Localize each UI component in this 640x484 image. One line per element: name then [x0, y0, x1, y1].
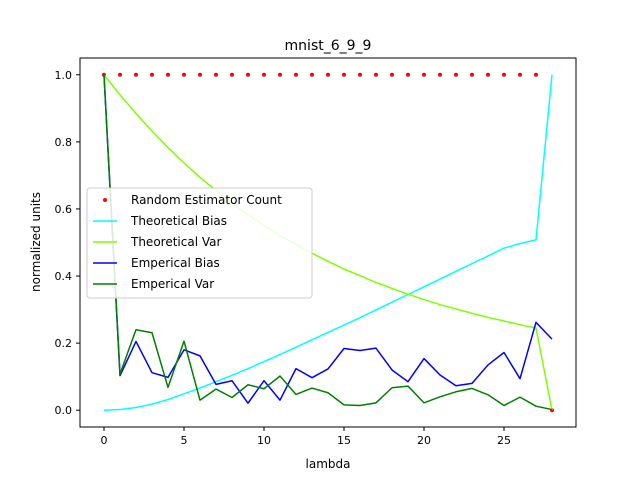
plot-area: [102, 72, 554, 413]
y-tick-label: 0.0: [55, 404, 73, 417]
random-estimator-count-point: [342, 72, 346, 77]
legend-label: Emperical Bias: [131, 256, 220, 270]
random-estimator-count-point: [230, 72, 234, 77]
y-tick-label: 0.6: [55, 203, 73, 216]
emperical-bias-line: [103, 74, 553, 404]
plot-frame: [79, 57, 577, 428]
random-estimator-count-point: [454, 72, 458, 77]
legend-box: [86, 187, 313, 299]
x-tick-label: 25: [497, 434, 511, 447]
random-estimator-count-point: [166, 72, 170, 77]
legend-label: Theoretical Bias: [130, 214, 227, 228]
y-tick-label: 0.8: [55, 136, 73, 149]
random-estimator-count-point: [150, 72, 154, 77]
theoretical-var-line: [103, 74, 553, 411]
random-estimator-count-point: [326, 72, 330, 77]
random-estimator-count-point: [486, 72, 490, 77]
y-axis-label: normalized units: [29, 192, 43, 292]
random-estimator-count-point: [406, 72, 410, 77]
y-tick-label: 0.4: [55, 270, 73, 283]
axes: 0 5 10 15 20 25 0.0 0.2 0.4 0.6 0.8 1.0: [55, 57, 577, 447]
random-estimator-count-point: [390, 72, 394, 77]
random-estimator-count-point: [470, 72, 474, 77]
legend-label: Random Estimator Count: [131, 193, 282, 207]
random-estimator-count-point: [214, 72, 218, 77]
random-estimator-count-point: [422, 72, 426, 77]
x-tick-label: 15: [337, 434, 351, 447]
random-estimator-count-point: [534, 72, 538, 77]
y-tick-label: 0.2: [55, 337, 73, 350]
x-tick-label: 0: [101, 434, 108, 447]
random-estimator-count-point: [518, 72, 522, 77]
legend-label: Emperical Var: [131, 277, 214, 291]
random-estimator-count-point: [358, 72, 362, 77]
random-estimator-count-point: [262, 72, 266, 77]
random-estimator-count-point: [246, 72, 250, 77]
random-estimator-count-point: [310, 72, 314, 77]
emperical-var-line: [103, 74, 553, 411]
x-tick-label: 5: [181, 434, 188, 447]
chart-title: mnist_6_9_9: [285, 38, 372, 54]
random-estimator-count-point: [278, 72, 282, 77]
theoretical-bias-line: [103, 74, 553, 411]
x-tick-label: 20: [417, 434, 431, 447]
random-estimator-count-point: [294, 72, 298, 77]
random-estimator-count-point: [182, 72, 186, 77]
random-estimator-count-point: [118, 72, 122, 77]
random-estimator-count-point: [502, 72, 506, 77]
legend: Random Estimator Count Theoretical Bias Th…: [86, 187, 313, 299]
random-estimator-count-point: [198, 72, 202, 77]
random-estimator-count-point: [134, 72, 138, 77]
y-tick-label: 1.0: [55, 69, 73, 82]
random-estimator-count-point: [438, 72, 442, 77]
random-estimator-count-point: [374, 72, 378, 77]
x-axis-label: lambda: [306, 457, 351, 471]
legend-marker: [103, 198, 107, 202]
x-tick-label: 10: [257, 434, 271, 447]
legend-label: Theoretical Var: [130, 235, 221, 249]
